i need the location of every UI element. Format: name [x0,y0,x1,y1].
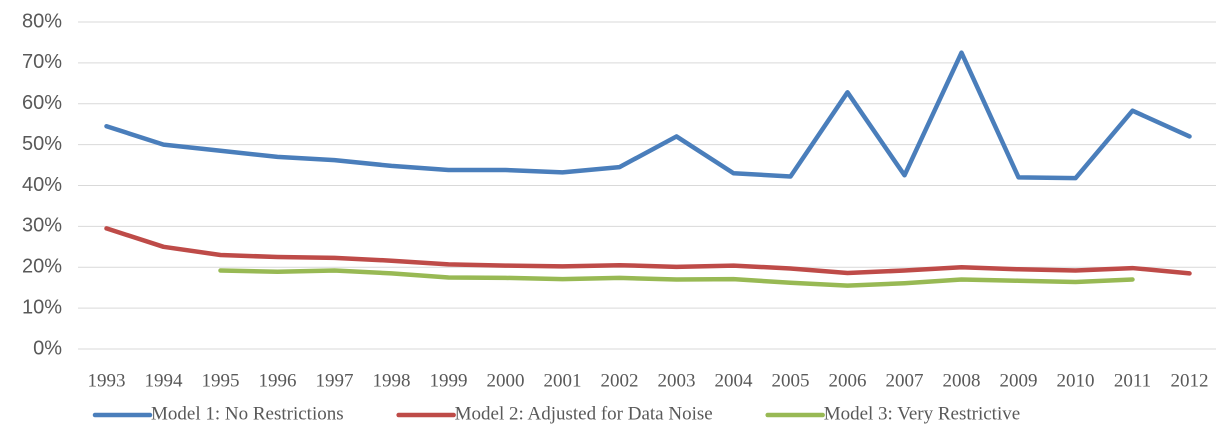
x-tick-label: 2009 [1000,370,1038,391]
y-tick-label: 40% [22,174,62,196]
x-tick-label: 2004 [715,370,754,391]
x-tick-label: 2010 [1057,370,1095,391]
x-tick-label: 2007 [886,370,924,391]
x-tick-label: 2002 [601,370,639,391]
y-tick-label: 60% [22,92,62,114]
y-tick-label: 0% [33,337,62,359]
series-line [104,226,1192,276]
x-tick-label: 2001 [544,370,582,391]
x-tick-label: 1995 [202,370,240,391]
x-tick-label: 2003 [658,370,696,391]
x-tick-label: 2005 [772,370,810,391]
series-line [104,50,1192,181]
x-tick-label: 2008 [943,370,981,391]
y-tick-label: 30% [22,215,62,237]
x-tick-label: 1999 [430,370,468,391]
series-line [218,268,1135,288]
x-tick-label: 1997 [316,370,354,391]
x-tick-label: 2000 [487,370,525,391]
x-tick-label: 2011 [1114,370,1151,391]
y-tick-label: 20% [22,256,62,278]
legend-label: Model 1: No Restrictions [151,403,344,424]
x-tick-label: 1998 [373,370,411,391]
x-tick-label: 1994 [145,370,184,391]
legend-label: Model 3: Very Restrictive [824,403,1020,424]
y-tick-label: 70% [22,51,62,73]
x-tick-label: 1993 [88,370,126,391]
y-tick-label: 10% [22,296,62,318]
legend-label: Model 2: Adjusted for Data Noise [455,403,713,424]
y-tick-label: 50% [22,133,62,155]
x-tick-label: 1996 [259,370,297,391]
x-tick-label: 2012 [1171,370,1209,391]
x-tick-label: 2006 [829,370,867,391]
y-tick-label: 80% [22,10,62,32]
